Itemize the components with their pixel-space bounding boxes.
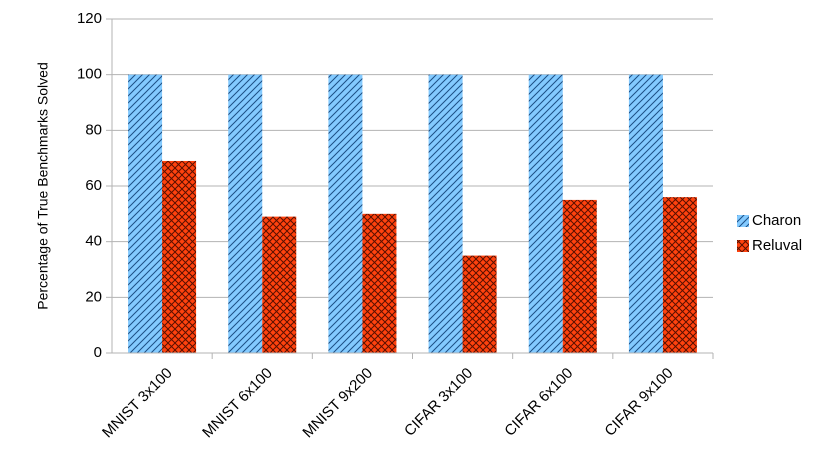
x-tick-label: CIFAR 6x100 bbox=[501, 365, 576, 440]
y-tick-label: 40 bbox=[85, 233, 102, 250]
legend-label: Reluval bbox=[752, 237, 802, 254]
y-axis-label: Percentage of True Benchmarks Solved bbox=[35, 62, 51, 309]
y-tick-label: 60 bbox=[85, 177, 102, 194]
y-tick-label: 20 bbox=[85, 288, 102, 305]
x-tick-label: MNIST 9x200 bbox=[299, 365, 376, 442]
bar bbox=[462, 255, 497, 353]
bar bbox=[562, 199, 597, 353]
bar bbox=[162, 160, 197, 353]
y-tick-label: 0 bbox=[94, 344, 102, 361]
bar bbox=[128, 74, 163, 354]
bar bbox=[662, 197, 697, 353]
bar bbox=[428, 74, 463, 354]
bar bbox=[362, 213, 397, 353]
legend-swatch bbox=[737, 240, 749, 252]
x-tick-label: MNIST 3x100 bbox=[99, 365, 176, 442]
bar bbox=[328, 74, 363, 354]
bar bbox=[528, 74, 563, 354]
legend-swatch bbox=[737, 215, 749, 227]
bar bbox=[628, 74, 663, 354]
x-tick-label: CIFAR 3x100 bbox=[401, 365, 476, 440]
x-tick-label: CIFAR 9x100 bbox=[601, 365, 676, 440]
bar bbox=[262, 216, 297, 353]
y-tick-label: 80 bbox=[85, 121, 102, 138]
x-tick-label: MNIST 6x100 bbox=[199, 365, 276, 442]
bar bbox=[228, 74, 263, 354]
legend-label: Charon bbox=[752, 212, 801, 229]
y-tick-label: 100 bbox=[77, 66, 102, 83]
y-tick-label: 120 bbox=[77, 10, 102, 27]
